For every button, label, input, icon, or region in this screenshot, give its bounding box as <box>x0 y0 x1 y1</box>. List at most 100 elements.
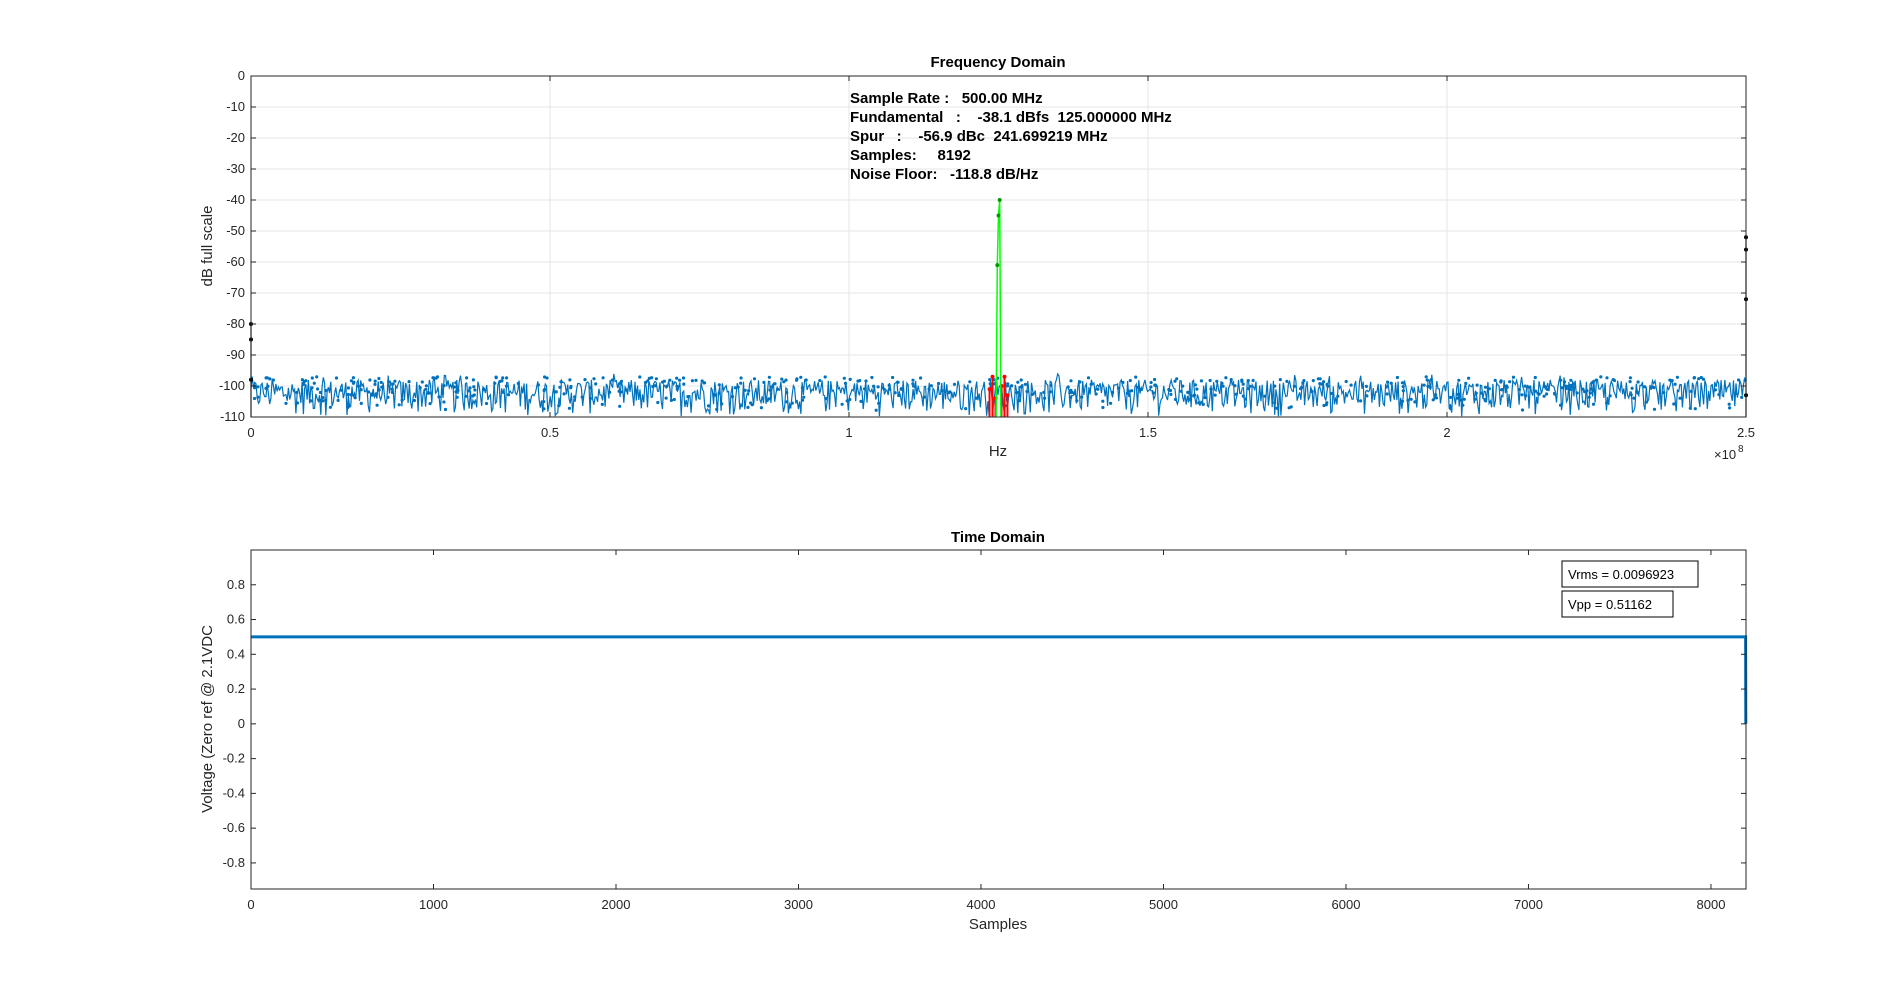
noise-spectrum-point <box>1311 379 1315 383</box>
noise-spectrum-point <box>888 387 892 391</box>
annotation-sample-rate: Sample Rate : 500.00 MHz <box>850 90 1043 107</box>
noise-spectrum-point <box>899 387 904 391</box>
noise-spectrum-point <box>1652 386 1656 390</box>
noise-spectrum-point <box>1499 379 1503 383</box>
noise-spectrum-point <box>864 379 868 383</box>
noise-spectrum-point <box>368 378 372 382</box>
noise-spectrum-point <box>1168 388 1173 393</box>
noise-spectrum-point <box>717 383 721 387</box>
noise-spectrum-point <box>872 384 876 388</box>
frequency-axes-box <box>250 75 1747 418</box>
noise-spectrum-point <box>1662 391 1666 395</box>
noise-spectrum-point <box>1019 385 1023 389</box>
noise-spectrum-point <box>1010 384 1014 388</box>
noise-spectrum-point <box>1689 389 1693 393</box>
noise-spectrum-point <box>762 380 766 384</box>
noise-spectrum-point <box>256 395 260 399</box>
noise-spectrum-point <box>1069 395 1073 399</box>
noise-spectrum-point <box>1386 380 1390 384</box>
noise-spectrum-point <box>562 392 566 396</box>
noise-spectrum-point <box>893 391 897 395</box>
x-exponent-base: 10 <box>1722 447 1736 462</box>
noise-spectrum-point <box>467 389 471 393</box>
noise-spectrum-point <box>1221 384 1225 388</box>
noise-spectrum-point <box>824 397 828 401</box>
annotation-spur: Spur : -56.9 dBc 241.699219 MHz <box>850 128 1108 145</box>
noise-spectrum-point <box>328 387 332 392</box>
noise-spectrum-point <box>374 392 378 396</box>
noise-spectrum-point <box>1605 401 1609 405</box>
noise-spectrum-point <box>1740 395 1744 399</box>
noise-spectrum-point <box>455 395 459 399</box>
noise-spectrum-point <box>1591 402 1596 406</box>
noise-spectrum-point <box>1302 379 1306 383</box>
noise-spectrum-point <box>752 377 757 381</box>
noise-spectrum-point <box>1149 385 1153 389</box>
frequency-y-tick-label: -40 <box>226 192 245 207</box>
noise-spectrum-point <box>1611 378 1615 382</box>
noise-spectrum-point <box>1434 396 1439 400</box>
noise-spectrum-point <box>1400 381 1404 385</box>
noise-spectrum-point <box>736 385 740 389</box>
noise-spectrum-point <box>516 381 520 386</box>
noise-spectrum-point <box>1220 381 1224 385</box>
frequency-y-tick-label: -20 <box>226 130 245 145</box>
noise-spectrum-point <box>717 391 721 395</box>
frequency-x-tick-label: 2.5 <box>1737 425 1755 440</box>
noise-spectrum-point <box>1128 379 1132 383</box>
noise-spectrum-point <box>441 391 445 395</box>
noise-spectrum-point <box>1078 380 1082 384</box>
noise-spectrum-point <box>1329 391 1333 396</box>
noise-spectrum-point <box>912 384 916 388</box>
noise-spectrum-point <box>558 385 562 389</box>
noise-spectrum-point <box>442 400 446 404</box>
noise-spectrum-point <box>473 388 477 392</box>
noise-spectrum-point <box>1310 389 1314 394</box>
noise-spectrum-point <box>351 376 355 380</box>
noise-spectrum-point <box>268 377 272 381</box>
noise-spectrum-point <box>770 385 774 389</box>
noise-spectrum-point <box>1605 376 1609 380</box>
noise-spectrum-point <box>686 395 690 399</box>
time-xlabel: Samples <box>969 916 1027 933</box>
noise-spectrum-point <box>1241 382 1245 386</box>
noise-spectrum-point <box>1425 378 1429 382</box>
noise-spectrum-point <box>964 407 968 411</box>
time-x-tick-label: 5000 <box>1149 897 1178 912</box>
noise-spectrum-point <box>1365 394 1369 398</box>
noise-spectrum-point <box>583 378 587 382</box>
noise-spectrum-point <box>656 400 660 405</box>
noise-spectrum-point <box>1459 398 1463 402</box>
noise-spectrum-point <box>911 378 915 382</box>
noise-spectrum-point <box>1668 378 1672 382</box>
noise-spectrum-point <box>1006 384 1010 388</box>
noise-spectrum-point <box>1153 377 1157 382</box>
noise-spectrum-point <box>787 405 792 409</box>
noise-spectrum-point <box>1542 394 1546 398</box>
noise-spectrum-point <box>542 400 546 404</box>
frequency-title: Frequency Domain <box>930 54 1065 71</box>
noise-spectrum-point <box>681 376 686 380</box>
noise-spectrum-point <box>1727 402 1731 406</box>
noise-spectrum-point <box>443 407 448 412</box>
noise-spectrum-point <box>1243 397 1248 401</box>
noise-spectrum-point <box>1400 399 1405 403</box>
noise-spectrum-point <box>750 403 754 407</box>
noise-spectrum-point <box>682 382 686 386</box>
noise-spectrum-point <box>776 387 780 391</box>
fundamental-peak-point <box>995 263 1000 268</box>
noise-spectrum-point <box>842 376 846 380</box>
noise-spectrum-point <box>1273 384 1277 388</box>
time-y-tick-label: -0.6 <box>223 820 245 835</box>
noise-spectrum-point <box>1069 388 1073 392</box>
noise-spectrum-point <box>1692 376 1696 380</box>
noise-spectrum-point <box>1125 391 1130 395</box>
noise-spectrum-point <box>1543 385 1547 389</box>
noise-spectrum-point <box>1278 378 1282 382</box>
frequency-xlabel: Hz <box>989 443 1007 460</box>
noise-spectrum-point <box>321 399 325 403</box>
frequency-ylabel: dB full scale <box>199 206 216 287</box>
noise-spectrum-point <box>328 405 332 409</box>
noise-spectrum-point <box>1049 383 1053 387</box>
noise-spectrum-point <box>619 390 623 394</box>
